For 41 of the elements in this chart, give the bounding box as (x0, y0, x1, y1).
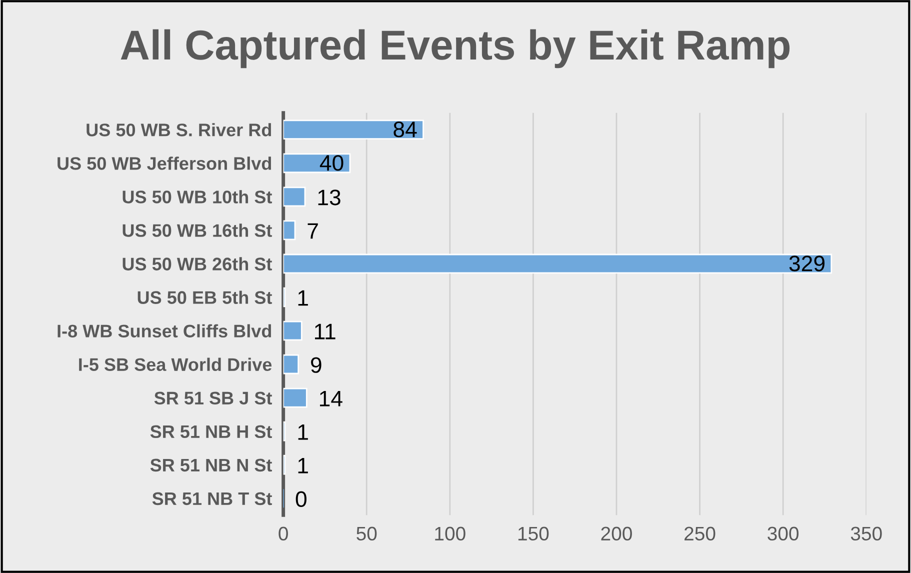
bar (283, 153, 351, 174)
data-label: 14 (320, 390, 342, 406)
y-tick-label: I-5 SB Sea World Drive (79, 358, 272, 372)
y-tick-label: US 50 EB 5th St (138, 290, 272, 304)
y-tick-label: SR 51 NB N St (150, 458, 272, 472)
data-label: 0 (296, 491, 306, 508)
x-tick-label: 150 (518, 526, 549, 541)
y-tick-label: SR 51 NB T St (152, 492, 272, 506)
x-tick-label: 0 (278, 526, 288, 541)
data-label: 40 (320, 155, 344, 171)
bar (283, 220, 296, 240)
bar (283, 388, 308, 408)
data-label: 1 (298, 458, 308, 474)
x-tick-label: 200 (601, 526, 632, 541)
bar (283, 186, 306, 207)
y-tick-label: SR 51 SB J St (154, 392, 272, 405)
bar (283, 254, 832, 274)
data-label: 1 (298, 424, 308, 440)
data-label: 13 (318, 190, 340, 206)
y-tick-label: SR 51 NB H St (150, 425, 272, 438)
x-tick-label: 100 (435, 526, 466, 541)
data-label: 329 (789, 256, 824, 272)
x-tick-label: 50 (356, 526, 377, 541)
data-label: 9 (311, 357, 322, 373)
y-tick-label: US 50 WB S. River Rd (86, 123, 272, 136)
bar (283, 120, 424, 140)
data-label: 11 (315, 324, 336, 340)
x-tick-label: 250 (684, 526, 716, 541)
bar (283, 320, 302, 341)
x-tick-label: 300 (768, 526, 799, 541)
y-tick-label: US 50 WB 26th St (122, 257, 272, 270)
y-tick-label: US 50 WB Jefferson Blvd (58, 156, 272, 170)
data-label: 84 (394, 122, 417, 138)
y-tick-label: US 50 WB 16th St (122, 224, 272, 237)
y-tick-label: I-8 WB Sunset Cliffs Blvd (58, 324, 272, 338)
chart-title: All Captured Events by Exit Ramp (120, 29, 790, 68)
x-tick-label: 350 (850, 526, 882, 541)
data-label: 7 (308, 223, 318, 239)
y-tick-label: US 50 WB 10th St (122, 190, 272, 204)
bar (283, 354, 300, 374)
data-label: 1 (298, 290, 308, 306)
